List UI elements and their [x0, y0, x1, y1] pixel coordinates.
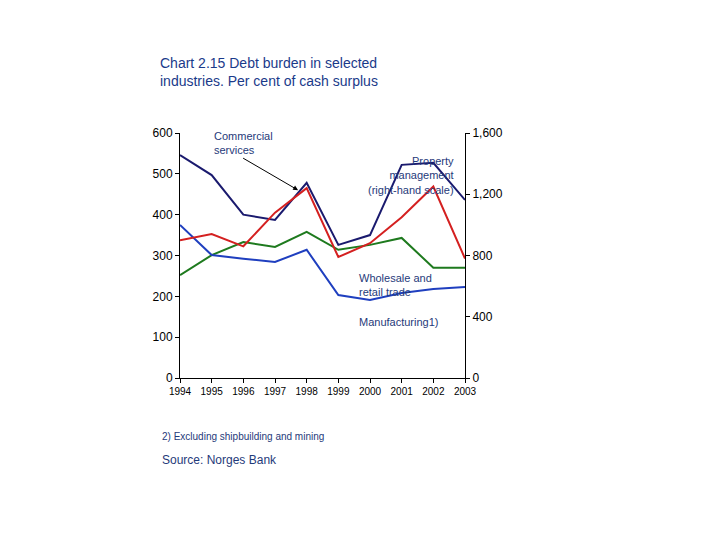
svg-text:2) Excluding shipbuilding and: 2) Excluding shipbuilding and mining: [162, 431, 324, 442]
svg-text:1,200: 1,200: [472, 187, 502, 201]
svg-text:200: 200: [153, 290, 173, 304]
svg-text:1995: 1995: [201, 386, 224, 397]
svg-text:300: 300: [153, 249, 173, 263]
svg-text:600: 600: [153, 126, 173, 140]
svg-text:2002: 2002: [422, 386, 445, 397]
svg-text:0: 0: [166, 371, 173, 385]
svg-text:500: 500: [153, 167, 173, 181]
svg-text:0: 0: [472, 371, 479, 385]
svg-text:400: 400: [153, 208, 173, 222]
svg-text:2000: 2000: [359, 386, 382, 397]
svg-text:Manufacturing1): Manufacturing1): [359, 316, 439, 328]
svg-text:2001: 2001: [391, 386, 414, 397]
svg-text:Wholesale andretail trade: Wholesale andretail trade: [359, 272, 432, 298]
svg-text:1997: 1997: [264, 386, 287, 397]
svg-text:800: 800: [472, 249, 492, 263]
svg-text:1994: 1994: [169, 386, 192, 397]
svg-text:100: 100: [153, 330, 173, 344]
svg-text:1,600: 1,600: [472, 126, 502, 140]
svg-text:1999: 1999: [327, 386, 350, 397]
svg-text:1998: 1998: [296, 386, 319, 397]
svg-text:1996: 1996: [232, 386, 255, 397]
svg-text:400: 400: [472, 310, 492, 324]
svg-text:2003: 2003: [454, 386, 477, 397]
svg-text:Source: Norges Bank: Source: Norges Bank: [162, 453, 277, 467]
svg-text:Commercialservices: Commercialservices: [214, 130, 273, 156]
svg-text:Propertymanagement(right-hand: Propertymanagement(right-hand scale): [368, 155, 454, 196]
svg-text:Chart 2.15 Debt burden in sele: Chart 2.15 Debt burden in selectedindust…: [160, 55, 378, 89]
